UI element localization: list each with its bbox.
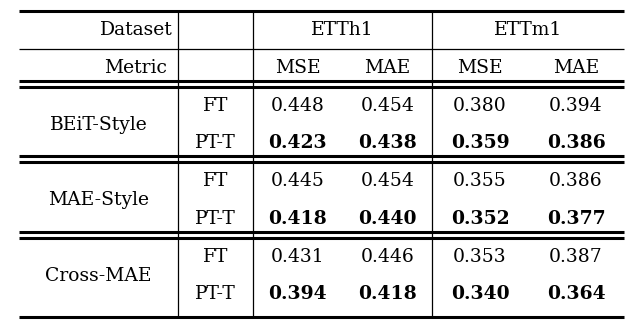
- Text: MSE: MSE: [275, 59, 321, 77]
- Text: 0.377: 0.377: [547, 210, 605, 228]
- Text: 0.352: 0.352: [451, 210, 509, 228]
- Text: 0.418: 0.418: [358, 285, 417, 303]
- Text: Dataset: Dataset: [100, 21, 172, 39]
- Text: Cross-MAE: Cross-MAE: [45, 267, 152, 284]
- Text: FT: FT: [203, 172, 228, 190]
- Text: PT-T: PT-T: [195, 285, 236, 303]
- Text: 0.340: 0.340: [451, 285, 509, 303]
- Text: 0.380: 0.380: [453, 97, 507, 115]
- Text: 0.359: 0.359: [451, 134, 509, 153]
- Text: 0.364: 0.364: [547, 285, 605, 303]
- Text: MSE: MSE: [457, 59, 503, 77]
- Text: 0.431: 0.431: [271, 248, 324, 266]
- Text: PT-T: PT-T: [195, 134, 236, 153]
- Text: 0.454: 0.454: [360, 97, 414, 115]
- Text: 0.438: 0.438: [358, 134, 417, 153]
- Text: MAE: MAE: [364, 59, 410, 77]
- Text: 0.445: 0.445: [271, 172, 324, 190]
- Text: 0.423: 0.423: [268, 134, 327, 153]
- Text: BEiT-Style: BEiT-Style: [50, 116, 147, 133]
- Text: 0.353: 0.353: [453, 248, 507, 266]
- Text: 0.394: 0.394: [549, 97, 603, 115]
- Text: FT: FT: [203, 97, 228, 115]
- Text: 0.387: 0.387: [549, 248, 603, 266]
- Text: MAE-Style: MAE-Style: [48, 191, 149, 209]
- Text: 0.448: 0.448: [271, 97, 324, 115]
- Text: FT: FT: [203, 248, 228, 266]
- Text: 0.386: 0.386: [547, 134, 605, 153]
- Text: 0.418: 0.418: [268, 210, 327, 228]
- Text: ETTm1: ETTm1: [494, 21, 562, 39]
- Text: 0.440: 0.440: [358, 210, 417, 228]
- Text: Metric: Metric: [104, 59, 168, 77]
- Text: 0.386: 0.386: [549, 172, 603, 190]
- Text: 0.394: 0.394: [268, 285, 327, 303]
- Text: PT-T: PT-T: [195, 210, 236, 228]
- Text: 0.446: 0.446: [360, 248, 414, 266]
- Text: 0.454: 0.454: [360, 172, 414, 190]
- Text: MAE: MAE: [553, 59, 599, 77]
- Text: ETTh1: ETTh1: [311, 21, 374, 39]
- Text: 0.355: 0.355: [453, 172, 507, 190]
